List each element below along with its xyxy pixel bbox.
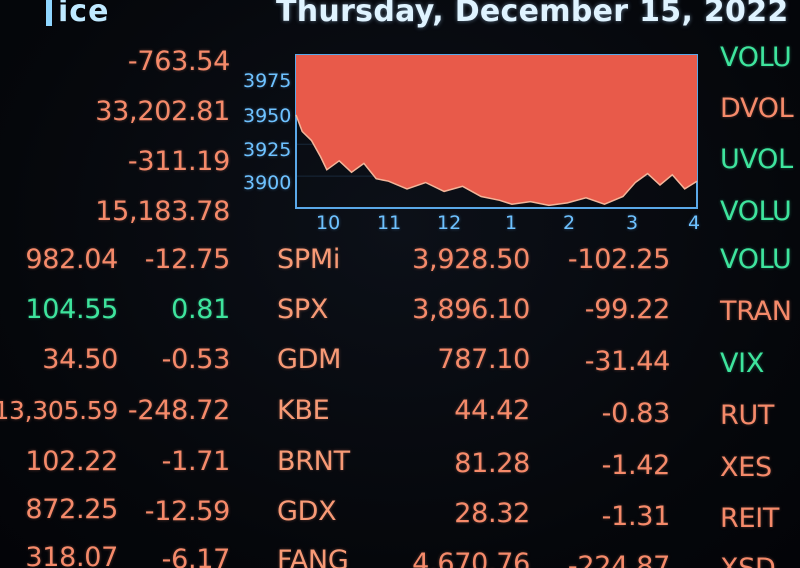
row-price: 3,896.10 xyxy=(412,294,530,325)
x-tick-2: 2 xyxy=(563,212,576,234)
row-price: 787.10 xyxy=(437,344,530,375)
row-left-price: 104.55 xyxy=(25,294,118,325)
row-left-change: -12.59 xyxy=(144,496,231,527)
date-banner: Thursday, December 15, 2022 xyxy=(276,0,789,29)
row-left-price: 102.22 xyxy=(25,446,118,477)
right-label-top-1: VOLU xyxy=(720,42,792,73)
row-symbol: KBE xyxy=(277,395,330,426)
x-tick-10: 10 xyxy=(316,212,341,234)
row-change: -102.25 xyxy=(567,244,670,275)
row-right-label: XES xyxy=(720,452,772,483)
left-stat-3: -311.19 xyxy=(127,146,230,177)
chart-price-line xyxy=(295,114,698,207)
row-change: -1.31 xyxy=(601,501,671,532)
row-change: -0.83 xyxy=(601,398,671,429)
row-symbol: GDX xyxy=(277,496,337,527)
chart-area-series xyxy=(296,55,697,206)
left-stat-2: 33,202.81 xyxy=(95,96,230,127)
row-right-label: REIT xyxy=(720,503,780,534)
row-price: 81.28 xyxy=(454,448,530,479)
row-right-label: RUT xyxy=(720,400,775,431)
row-symbol: BRNT xyxy=(277,446,350,477)
logo-mark-icon xyxy=(46,0,52,26)
row-left-price: 13,305.59 xyxy=(0,396,118,425)
left-stat-1: -763.54 xyxy=(127,46,230,77)
row-left-change: -6.17 xyxy=(161,544,231,568)
logo-text: ice xyxy=(58,0,110,29)
row-right-label: XSD xyxy=(720,553,776,568)
right-label-top-4: VOLU xyxy=(720,196,792,227)
row-right-label: VOLU xyxy=(720,244,792,275)
row-left-change: 0.81 xyxy=(171,294,230,325)
row-left-price: 872.25 xyxy=(25,494,118,525)
row-change: -99.22 xyxy=(584,294,671,325)
row-symbol: SPX xyxy=(277,294,329,325)
right-label-top-3: UVOL xyxy=(720,144,793,175)
x-tick-12: 12 xyxy=(437,212,462,234)
row-left-price: 318.07 xyxy=(25,542,118,568)
row-change: -31.44 xyxy=(584,346,671,377)
row-symbol: FANG xyxy=(277,545,349,568)
row-right-label: TRAN xyxy=(720,296,792,327)
left-stat-4: 15,183.78 xyxy=(95,196,230,227)
row-symbol: SPMi xyxy=(277,244,341,275)
row-price: 44.42 xyxy=(454,395,530,426)
y-tick-3900: 3900 xyxy=(243,172,292,194)
y-tick-3925: 3925 xyxy=(243,139,292,161)
exchange-logo: ice xyxy=(46,0,109,29)
x-tick-3: 3 xyxy=(626,212,639,234)
row-left-change: -0.53 xyxy=(161,344,231,375)
row-left-change: -12.75 xyxy=(144,244,231,275)
x-tick-1: 1 xyxy=(505,212,518,234)
right-label-top-2: DVOL xyxy=(720,93,794,124)
row-price: 28.32 xyxy=(454,498,530,529)
row-left-change: -1.71 xyxy=(161,446,231,477)
row-price: 3,928.50 xyxy=(412,244,530,275)
row-right-label: VIX xyxy=(720,348,765,379)
row-symbol: GDM xyxy=(277,344,342,375)
row-change: -224.87 xyxy=(567,551,670,568)
row-left-price: 34.50 xyxy=(42,344,118,375)
row-change: -1.42 xyxy=(601,450,671,481)
row-left-price: 982.04 xyxy=(25,244,118,275)
row-price: 4,670.76 xyxy=(412,548,530,568)
row-left-change: -248.72 xyxy=(127,395,230,426)
x-tick-11: 11 xyxy=(377,212,402,234)
y-tick-3975: 3975 xyxy=(243,70,292,92)
y-tick-3950: 3950 xyxy=(243,105,292,127)
x-tick-4: 4 xyxy=(688,212,701,234)
